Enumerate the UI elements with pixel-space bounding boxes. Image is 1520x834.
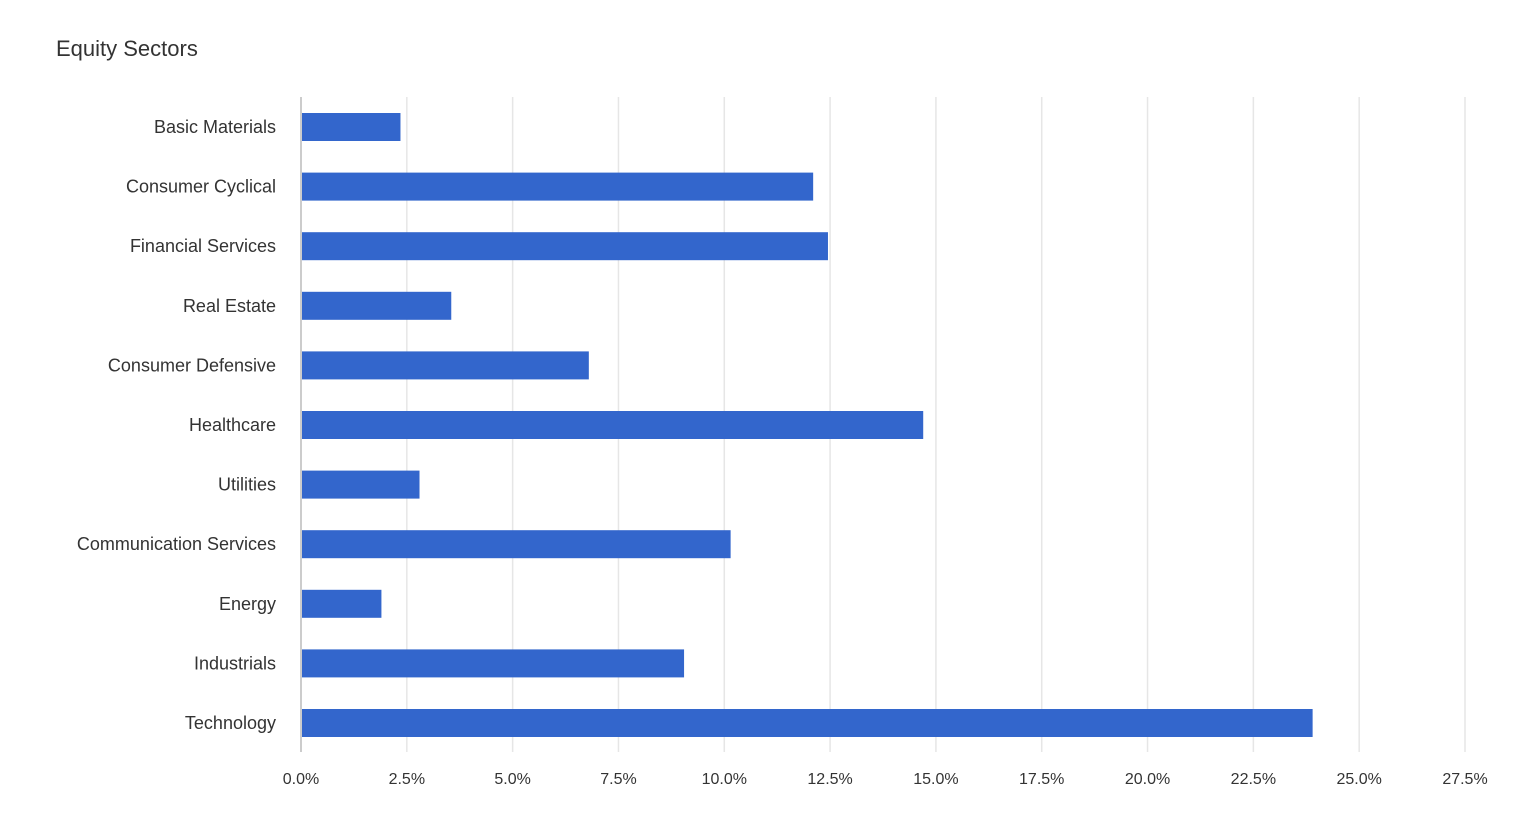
- category-label: Consumer Cyclical: [126, 177, 276, 197]
- bar[interactable]: [302, 649, 685, 678]
- x-tick-label: 22.5%: [1231, 771, 1276, 788]
- bar[interactable]: [302, 172, 814, 201]
- category-label: Consumer Defensive: [108, 355, 276, 375]
- bar[interactable]: [302, 351, 589, 380]
- category-labels: Basic Materials Consumer Cyclical Financia…: [77, 117, 276, 733]
- category-label: Energy: [219, 594, 276, 614]
- tick-labels: 0.0% 2.5% 5.0% 7.5% 10.0% 12.5% 15.0% 17.5% 20.0…: [283, 771, 1488, 788]
- bar[interactable]: [302, 589, 382, 618]
- x-tick-label: 2.5%: [389, 771, 425, 788]
- category-label: Utilities: [218, 475, 276, 495]
- bar[interactable]: [302, 113, 401, 141]
- bar[interactable]: [302, 411, 924, 439]
- x-tick-label: 10.0%: [702, 771, 747, 788]
- bar[interactable]: [302, 470, 420, 499]
- x-tick-label: 15.0%: [913, 771, 958, 788]
- category-label: Technology: [185, 713, 276, 733]
- bars: [302, 113, 1313, 737]
- x-tick-label: 7.5%: [600, 771, 636, 788]
- bar[interactable]: [302, 709, 1313, 737]
- x-tick-label: 27.5%: [1442, 771, 1487, 788]
- x-tick-label: 25.0%: [1336, 771, 1381, 788]
- x-tick-label: 17.5%: [1019, 771, 1064, 788]
- x-tick-label: 0.0%: [283, 771, 319, 788]
- bar[interactable]: [302, 291, 452, 320]
- x-tick-label: 20.0%: [1125, 771, 1170, 788]
- x-tick-label: 12.5%: [807, 771, 852, 788]
- category-label: Healthcare: [189, 415, 276, 435]
- category-label: Industrials: [194, 653, 276, 673]
- bar[interactable]: [302, 530, 731, 559]
- category-label: Real Estate: [183, 296, 276, 316]
- x-tick-label: 5.0%: [494, 771, 530, 788]
- category-label: Communication Services: [77, 534, 276, 554]
- chart-title: Equity Sectors: [56, 36, 198, 61]
- category-label: Financial Services: [130, 236, 276, 256]
- bar[interactable]: [302, 232, 828, 261]
- category-label: Basic Materials: [154, 117, 276, 137]
